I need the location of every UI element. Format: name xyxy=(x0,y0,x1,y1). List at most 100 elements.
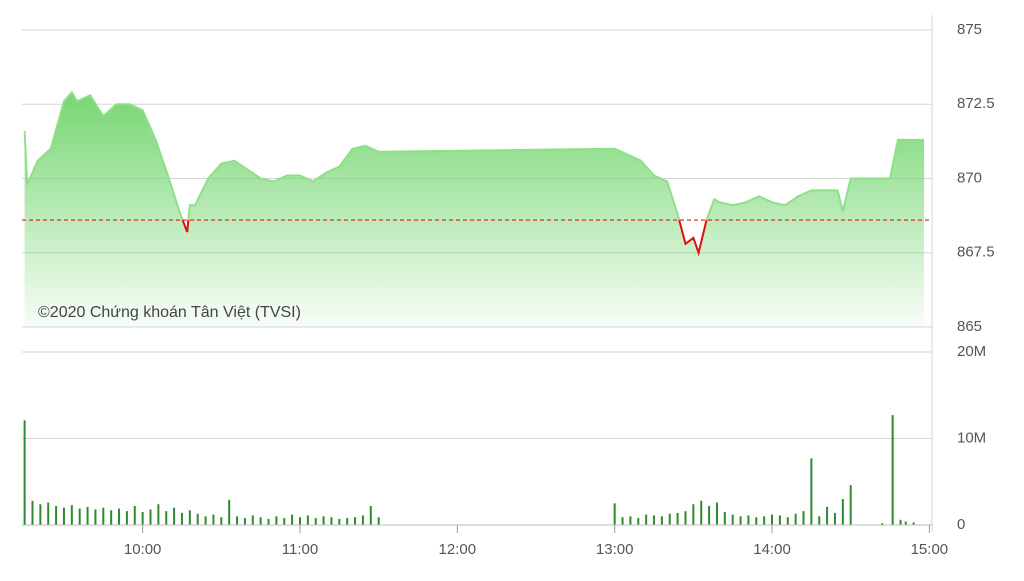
y-tick-label: 865 xyxy=(957,318,982,335)
volume-bar xyxy=(228,499,231,525)
volume-bar xyxy=(645,514,648,525)
volume-bar xyxy=(259,517,262,525)
volume-bar xyxy=(243,518,246,525)
y-tick-label: 20M xyxy=(957,343,986,360)
volume-bar xyxy=(330,517,333,525)
volume-bar xyxy=(818,516,821,525)
volume-bar xyxy=(94,509,97,525)
x-tick-label: 14:00 xyxy=(753,541,791,558)
volume-bar xyxy=(747,515,750,525)
volume-bar xyxy=(62,507,65,525)
volume-bar xyxy=(23,420,26,525)
volume-bar xyxy=(70,505,73,525)
volume-bar xyxy=(133,505,136,525)
volume-bar xyxy=(826,506,829,525)
x-tick-label: 15:00 xyxy=(911,541,949,558)
volume-bar xyxy=(251,515,254,525)
volume-bar xyxy=(314,518,317,525)
volume-bar xyxy=(306,515,309,525)
copyright-annotation: ©2020 Chứng khoán Tân Việt (TVSI) xyxy=(38,304,301,321)
y-tick-label: 870 xyxy=(957,169,982,186)
volume-bar xyxy=(763,516,766,525)
volume-bar xyxy=(849,485,852,525)
volume-bar xyxy=(322,516,325,525)
volume-bar xyxy=(180,512,183,525)
volume-bar xyxy=(668,513,671,525)
volume-bar xyxy=(346,518,349,525)
volume-bar xyxy=(354,517,357,525)
volume-bar xyxy=(891,415,894,525)
volume-bar xyxy=(684,511,687,525)
x-tick-label: 11:00 xyxy=(282,541,318,558)
volume-bar xyxy=(204,516,207,525)
volume-bar xyxy=(110,510,113,525)
price-area xyxy=(24,92,925,328)
volume-bar xyxy=(298,517,301,525)
volume-bar xyxy=(361,515,364,525)
volume-bar xyxy=(196,513,199,525)
x-tick-label: 12:00 xyxy=(439,541,477,558)
volume-bar xyxy=(86,506,89,525)
volume-bar xyxy=(621,517,624,525)
volume-bar xyxy=(802,511,805,525)
volume-bar xyxy=(102,507,105,525)
volume-bar xyxy=(881,523,884,525)
volume-bar xyxy=(723,512,726,525)
volume-bar xyxy=(141,512,144,525)
volume-bar xyxy=(810,458,813,525)
volume-bar xyxy=(708,505,711,525)
x-tick-label: 13:00 xyxy=(596,541,634,558)
volume-bar xyxy=(212,514,215,525)
y-tick-label: 867.5 xyxy=(957,244,995,261)
volume-bar xyxy=(283,518,286,525)
volume-bar xyxy=(188,510,191,525)
volume-bar xyxy=(715,502,718,525)
volume-bar xyxy=(31,500,34,525)
volume-bar xyxy=(236,516,239,525)
volume-bar xyxy=(118,508,121,525)
volume-bar xyxy=(39,504,42,525)
volume-bar xyxy=(291,514,294,525)
volume-bar xyxy=(173,507,176,525)
volume-bar xyxy=(833,512,836,525)
volume-bar xyxy=(267,518,270,525)
volume-bar xyxy=(149,509,152,525)
volume-bar xyxy=(78,508,81,525)
volume-bar xyxy=(778,515,781,525)
volume-bar xyxy=(755,517,758,525)
volume-bar xyxy=(55,505,58,525)
volume-bar xyxy=(899,519,902,525)
volume-bar xyxy=(731,514,734,525)
volume-bar xyxy=(771,514,774,525)
volume-bar xyxy=(739,516,742,525)
y-tick-label: 0 xyxy=(957,516,965,533)
volume-bar xyxy=(157,504,160,525)
volume-bar xyxy=(637,518,640,525)
volume-bar xyxy=(338,518,341,525)
volume-bar xyxy=(629,516,632,525)
volume-bar xyxy=(700,500,703,525)
volume-bar xyxy=(47,502,50,525)
volume-bar xyxy=(125,511,128,525)
volume-bar xyxy=(377,517,380,525)
price-line xyxy=(23,90,925,221)
volume-bar xyxy=(904,521,907,525)
volume-bar xyxy=(613,503,616,525)
volume-bar xyxy=(794,513,797,525)
volume-bar xyxy=(786,517,789,525)
x-tick-label: 10:00 xyxy=(124,541,162,558)
y-tick-label: 10M xyxy=(957,429,986,446)
volume-bar xyxy=(369,505,372,525)
volume-bar xyxy=(692,504,695,525)
volume-bar xyxy=(653,515,656,525)
volume-bar xyxy=(275,516,278,525)
y-tick-label: 875 xyxy=(957,21,982,38)
volume-bar xyxy=(912,522,915,525)
volume-bar xyxy=(660,516,663,525)
y-tick-label: 872.5 xyxy=(957,95,995,112)
volume-bar xyxy=(220,517,223,525)
volume-bar xyxy=(676,512,679,525)
volume-bar xyxy=(841,499,844,525)
volume-bar xyxy=(165,511,168,525)
